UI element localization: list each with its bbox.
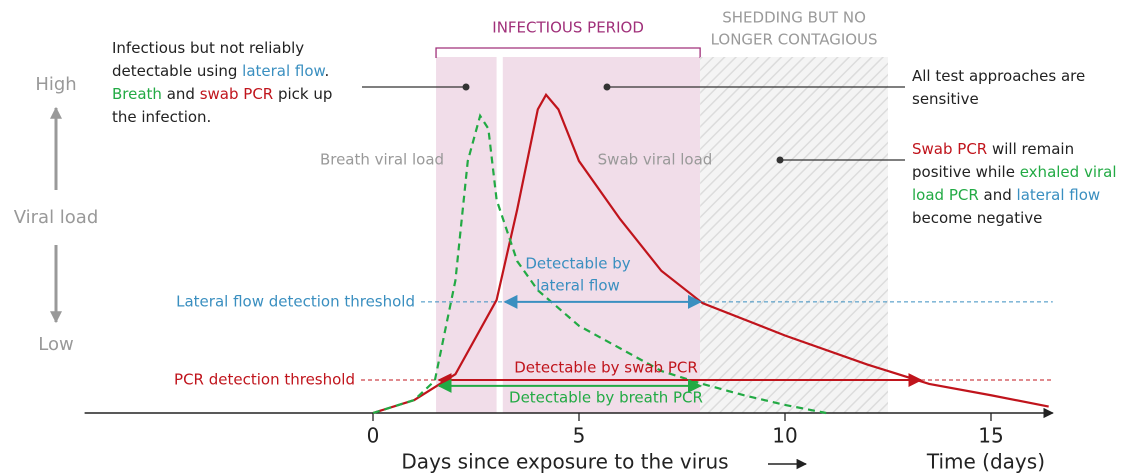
annotation-text: sensitive [912, 90, 979, 108]
annotation-text: exhaled viral [1020, 163, 1117, 181]
viral-load-curve [372, 92, 1049, 415]
annotation-text: detectable using [112, 62, 242, 80]
x-tick-label: 10 [772, 424, 797, 448]
annotation-text: swab PCR [200, 85, 274, 103]
annotation-line: become negative [912, 209, 1042, 227]
region-label: SHEDDING BUT NO [722, 9, 866, 27]
threshold-label: Lateral flow detection threshold [176, 292, 415, 310]
annotation-line: Swab PCR will remain [912, 140, 1074, 158]
annotation-line: sensitive [912, 90, 979, 108]
y-label: Viral load [14, 207, 99, 228]
shedding-region [700, 57, 888, 413]
threshold-label: PCR detection threshold [174, 371, 355, 389]
annotation-line: the infection. [112, 108, 211, 126]
curve-label: Swab viral load [598, 151, 713, 169]
annotation-line: detectable using lateral flow. [112, 62, 329, 80]
x-tick-label: 0 [367, 424, 380, 448]
annotation-text: become negative [912, 209, 1042, 227]
annotation-line: positive while exhaled viral [912, 163, 1117, 181]
annotation-text: will remain [987, 140, 1074, 158]
viral-load-curve [372, 113, 827, 415]
annotation-line: Infectious but not reliably [112, 39, 304, 57]
annotation-text: the infection. [112, 108, 211, 126]
background-layer [435, 47, 888, 413]
detection-label: Detectable by [525, 254, 630, 272]
annotation-line: Breath and swab PCR pick up [112, 85, 332, 103]
annotation-line: load PCR and lateral flow [912, 186, 1100, 204]
region-gap [496, 57, 503, 413]
annotation-text: positive while [912, 163, 1020, 181]
annotation-text: and [162, 85, 200, 103]
annotation-text: All test approaches are [912, 67, 1085, 85]
x-tick-label: 15 [978, 424, 1003, 448]
annotation-text: pick up [273, 85, 332, 103]
detection-label: lateral flow [536, 276, 620, 294]
x-label-right: Time (days) [926, 450, 1045, 474]
annotation-text: lateral flow [242, 62, 325, 80]
detection-label: Detectable by breath PCR [509, 388, 703, 406]
annotation-text: . [324, 62, 329, 80]
region-label: INFECTIOUS PERIOD [492, 19, 644, 37]
x-tick-label: 5 [573, 424, 586, 448]
y-high: High [35, 74, 76, 95]
annotation-line: All test approaches are [912, 67, 1085, 85]
annotation-text: Swab PCR [912, 140, 987, 158]
region-brace [435, 47, 701, 58]
region-label: LONGER CONTAGIOUS [711, 31, 878, 49]
annotation-text: lateral flow [1017, 186, 1101, 204]
x-label: Days since exposure to the virus [401, 450, 728, 474]
pointer-dot [776, 156, 784, 164]
y-low: Low [38, 334, 73, 355]
annotation-text: Breath [112, 85, 162, 103]
detection-label: Detectable by swab PCR [514, 359, 698, 377]
pointer-dot [462, 83, 470, 91]
pointer-dot [603, 83, 611, 91]
curve-label: Breath viral load [320, 151, 444, 169]
annotation-text: load PCR [912, 186, 979, 204]
annotation-text: Infectious but not reliably [112, 39, 304, 57]
annotation-text: and [979, 186, 1017, 204]
